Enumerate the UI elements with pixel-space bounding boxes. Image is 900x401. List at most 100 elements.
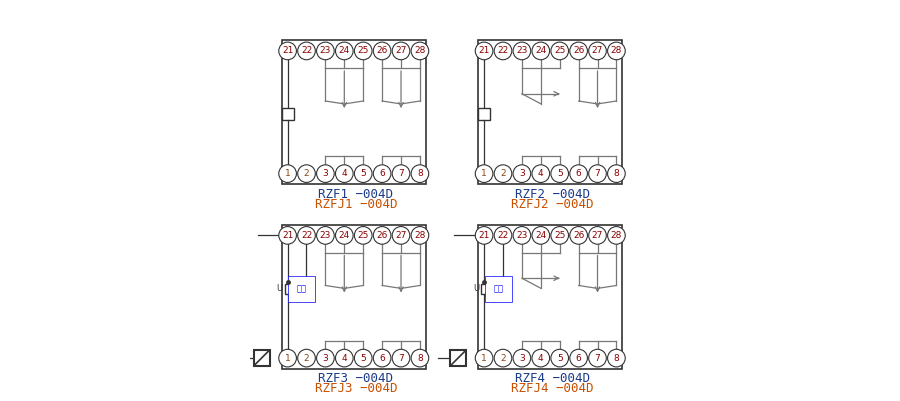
Text: 22: 22 <box>498 231 508 240</box>
Circle shape <box>298 227 315 244</box>
Circle shape <box>551 349 569 367</box>
Text: RZF1 −004D: RZF1 −004D <box>319 188 393 201</box>
Circle shape <box>279 349 296 367</box>
Circle shape <box>589 165 607 182</box>
Text: 1: 1 <box>284 354 291 363</box>
Circle shape <box>298 349 315 367</box>
Circle shape <box>411 165 428 182</box>
Text: 3: 3 <box>519 354 525 363</box>
Circle shape <box>475 227 493 244</box>
Text: 3: 3 <box>322 354 328 363</box>
Circle shape <box>374 227 391 244</box>
Text: 25: 25 <box>554 47 565 55</box>
Circle shape <box>513 227 531 244</box>
Text: 4: 4 <box>538 169 544 178</box>
Text: 5: 5 <box>360 169 366 178</box>
Text: RZF3 −004D: RZF3 −004D <box>319 373 393 385</box>
Text: 2: 2 <box>303 169 310 178</box>
Text: 22: 22 <box>301 231 312 240</box>
Text: 6: 6 <box>379 169 385 178</box>
Circle shape <box>279 227 296 244</box>
Circle shape <box>336 349 353 367</box>
Circle shape <box>513 42 531 60</box>
Circle shape <box>570 227 588 244</box>
Circle shape <box>355 42 372 60</box>
Circle shape <box>551 227 569 244</box>
Circle shape <box>336 227 353 244</box>
FancyBboxPatch shape <box>478 225 623 369</box>
Circle shape <box>475 165 493 182</box>
Circle shape <box>570 165 588 182</box>
Text: RZF4 −004D: RZF4 −004D <box>515 373 590 385</box>
Circle shape <box>608 42 625 60</box>
Text: 8: 8 <box>614 169 619 178</box>
Text: RZFJ1 −004D: RZFJ1 −004D <box>314 198 397 211</box>
Circle shape <box>355 227 372 244</box>
Circle shape <box>589 227 607 244</box>
Text: 5: 5 <box>360 354 366 363</box>
Text: 25: 25 <box>554 231 565 240</box>
Text: 26: 26 <box>376 231 388 240</box>
Text: 7: 7 <box>398 169 404 178</box>
Circle shape <box>532 227 550 244</box>
Text: 24: 24 <box>338 47 350 55</box>
Circle shape <box>279 42 296 60</box>
Text: 25: 25 <box>357 231 369 240</box>
Text: 2: 2 <box>303 354 310 363</box>
Circle shape <box>532 42 550 60</box>
Text: 28: 28 <box>414 47 426 55</box>
Text: 1: 1 <box>482 354 487 363</box>
Circle shape <box>298 42 315 60</box>
Text: 8: 8 <box>417 169 423 178</box>
Text: U: U <box>276 284 283 294</box>
Circle shape <box>608 349 625 367</box>
Circle shape <box>532 165 550 182</box>
Circle shape <box>392 165 410 182</box>
FancyBboxPatch shape <box>282 225 426 369</box>
Text: 4: 4 <box>538 354 544 363</box>
Text: 28: 28 <box>414 231 426 240</box>
Text: 8: 8 <box>417 354 423 363</box>
Text: 7: 7 <box>595 169 600 178</box>
Circle shape <box>392 349 410 367</box>
Text: 28: 28 <box>611 231 622 240</box>
FancyBboxPatch shape <box>282 40 426 184</box>
Text: 4: 4 <box>341 354 347 363</box>
Circle shape <box>355 165 372 182</box>
Circle shape <box>374 349 391 367</box>
Text: 23: 23 <box>517 231 527 240</box>
Text: 22: 22 <box>498 47 508 55</box>
Circle shape <box>608 227 625 244</box>
Circle shape <box>551 42 569 60</box>
Circle shape <box>317 349 334 367</box>
Text: 21: 21 <box>479 47 490 55</box>
Text: 22: 22 <box>301 47 312 55</box>
Text: 24: 24 <box>536 47 546 55</box>
Text: RZFJ4 −004D: RZFJ4 −004D <box>511 383 593 395</box>
Text: 6: 6 <box>576 169 581 178</box>
Text: 5: 5 <box>557 354 562 363</box>
FancyBboxPatch shape <box>478 108 491 120</box>
Text: 27: 27 <box>592 231 603 240</box>
Text: 2: 2 <box>500 354 506 363</box>
Text: 7: 7 <box>595 354 600 363</box>
Text: 2: 2 <box>500 169 506 178</box>
Text: RZF2 −004D: RZF2 −004D <box>515 188 590 201</box>
Text: 28: 28 <box>611 47 622 55</box>
Circle shape <box>317 227 334 244</box>
FancyBboxPatch shape <box>450 350 466 366</box>
Circle shape <box>513 165 531 182</box>
Circle shape <box>317 165 334 182</box>
Circle shape <box>532 349 550 367</box>
FancyBboxPatch shape <box>478 40 623 184</box>
Text: 26: 26 <box>376 47 388 55</box>
Text: 3: 3 <box>519 169 525 178</box>
Text: 25: 25 <box>357 47 369 55</box>
Text: 24: 24 <box>338 231 350 240</box>
Text: 21: 21 <box>479 231 490 240</box>
FancyBboxPatch shape <box>482 284 491 294</box>
Circle shape <box>298 165 315 182</box>
Text: 27: 27 <box>395 231 407 240</box>
Text: 6: 6 <box>379 354 385 363</box>
Circle shape <box>494 42 512 60</box>
